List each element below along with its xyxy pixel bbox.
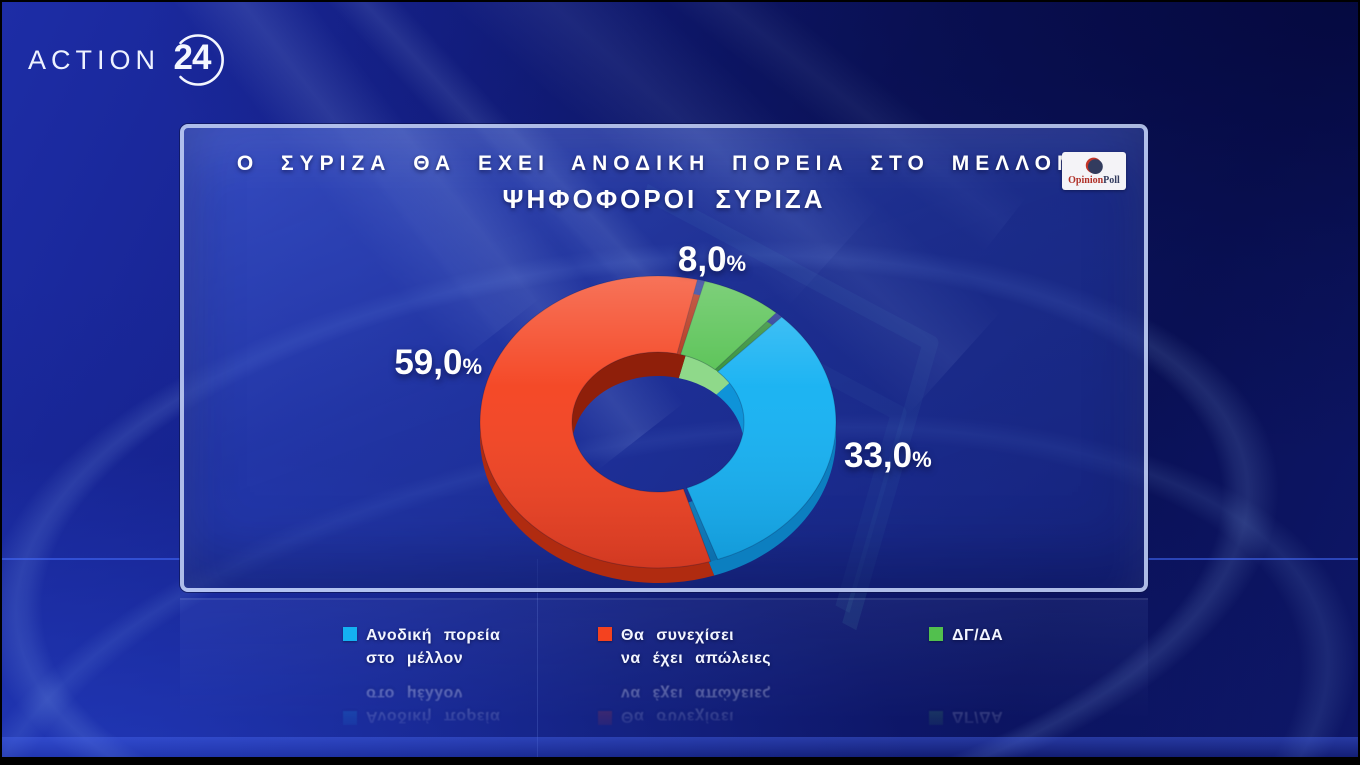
legend-line: Θα συνεχίσει bbox=[621, 627, 735, 644]
background-horizon-line bbox=[1148, 558, 1358, 560]
poll-question-title: Ο ΣΥΡΙΖΑ ΘΑ ΕΧΕΙ ΑΝΟΔΙΚΗ ΠΟΡΕΙΑ ΣΤΟ ΜΕΛΛ… bbox=[236, 152, 1092, 175]
legend-reflection: Ανοδική πορεία στο μέλλον Θα συνεχίσει ν… bbox=[2, 676, 1358, 728]
opinionpoll-logo-icon bbox=[1085, 157, 1103, 174]
legend-item-reflection: ΔΓ/ΔΑ bbox=[929, 705, 1003, 728]
legend-line: Ανοδική πορεία bbox=[366, 627, 501, 644]
channel-logo-number: 24 bbox=[173, 38, 212, 77]
legend-swatch-red bbox=[598, 627, 612, 641]
legend-reflection-flip: Ανοδική πορεία στο μέλλον Θα συνεχίσει ν… bbox=[2, 676, 1358, 728]
background-horizon-line bbox=[2, 558, 180, 560]
panel-light-ray bbox=[215, 128, 685, 471]
value-label-losses: 59,0% bbox=[357, 343, 482, 383]
legend-label-reflection: Ανοδική πορεία στο μέλλον bbox=[366, 682, 500, 728]
legend-item-reflection: Ανοδική πορεία στο μέλλον bbox=[343, 682, 500, 728]
legend-swatch-reflection bbox=[343, 711, 357, 725]
channel-logo: ACTION 24 bbox=[28, 28, 230, 92]
legend-label: ΔΓ/ΔΑ bbox=[952, 624, 1003, 647]
legend-item-reflection: Θα συνεχίσει να έχει απώλειες bbox=[598, 682, 771, 728]
legend-label: Θα συνεχίσει να έχει απώλειες bbox=[621, 624, 771, 670]
legend-item-upward: Ανοδική πορεία στο μέλλον bbox=[343, 624, 500, 670]
legend-line: ΔΓ/ΔΑ bbox=[952, 708, 1004, 725]
percent-sign: % bbox=[726, 251, 747, 276]
value-label-dgda: 8,0% bbox=[647, 240, 777, 280]
poll-subtitle: ΨΗΦΟΦΟΡΟΙ ΣΥΡΙΖΑ bbox=[502, 184, 826, 214]
value-number: 8,0 bbox=[677, 240, 727, 279]
legend-line: να έχει απώλειες bbox=[621, 650, 772, 668]
opinionpoll-badge-text: OpinionPoll bbox=[1068, 174, 1120, 186]
value-label-upward: 33,0% bbox=[844, 436, 994, 476]
legend-swatch-blue bbox=[343, 627, 357, 641]
legend-line: ΔΓ/ΔΑ bbox=[952, 627, 1004, 644]
legend-line: στο μέλλον bbox=[366, 650, 464, 668]
percent-sign: % bbox=[462, 354, 482, 379]
channel-logo-24-circle: 24 bbox=[166, 28, 230, 92]
legend-label-reflection: Θα συνεχίσει να έχει απώλειες bbox=[621, 682, 771, 728]
legend-item-dgda: ΔΓ/ΔΑ bbox=[929, 624, 1003, 647]
channel-logo-text: ACTION bbox=[28, 44, 161, 75]
percent-sign: % bbox=[912, 447, 932, 472]
badge-text-opinion: Opinion bbox=[1068, 174, 1104, 186]
value-number: 59,0 bbox=[394, 343, 463, 382]
legend-label-reflection: ΔΓ/ΔΑ bbox=[952, 705, 1003, 728]
legend-line: στο μέλλον bbox=[366, 684, 464, 702]
legend-line: Θα συνεχίσει bbox=[621, 708, 735, 725]
legend-swatch-reflection bbox=[929, 711, 943, 725]
legend-item-losses: Θα συνεχίσει να έχει απώλειες bbox=[598, 624, 771, 670]
legend-line: να έχει απώλειες bbox=[621, 684, 772, 702]
bottom-black-bar bbox=[2, 757, 1358, 763]
legend-swatch-reflection bbox=[598, 711, 612, 725]
legend-label: Ανοδική πορεία στο μέλλον bbox=[366, 624, 500, 670]
legend-swatch-green bbox=[929, 627, 943, 641]
badge-text-poll: Poll bbox=[1103, 174, 1120, 186]
value-number: 33,0 bbox=[844, 436, 913, 475]
logo-arc-icon bbox=[179, 34, 224, 86]
opinionpoll-badge: OpinionPoll bbox=[1062, 152, 1126, 190]
chart-legend: Ανοδική πορεία στο μέλλον Θα συνεχίσει ν… bbox=[2, 624, 1358, 676]
legend-line: Ανοδική πορεία bbox=[366, 708, 501, 725]
poll-panel: Ο ΣΥΡΙΖΑ ΘΑ ΕΧΕΙ ΑΝΟΔΙΚΗ ΠΟΡΕΙΑ ΣΤΟ ΜΕΛΛ… bbox=[180, 124, 1148, 592]
